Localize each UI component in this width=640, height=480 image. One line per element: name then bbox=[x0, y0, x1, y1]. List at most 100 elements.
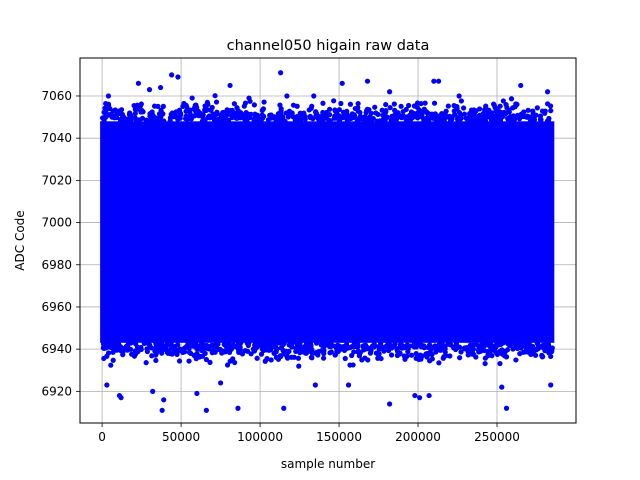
data-point bbox=[535, 345, 542, 352]
data-point bbox=[178, 112, 184, 118]
data-point bbox=[332, 352, 339, 358]
data-point bbox=[192, 108, 199, 114]
data-point bbox=[380, 116, 387, 122]
data-point bbox=[224, 341, 230, 348]
data-point bbox=[189, 95, 195, 101]
data-point bbox=[183, 108, 189, 114]
data-point bbox=[394, 352, 401, 359]
data-point bbox=[406, 102, 412, 109]
data-point bbox=[106, 102, 112, 109]
data-point bbox=[516, 116, 523, 122]
data-point bbox=[365, 357, 371, 363]
data-point bbox=[351, 112, 357, 118]
data-point bbox=[513, 344, 520, 350]
x-tick-label: 50000 bbox=[162, 430, 200, 444]
data-point bbox=[296, 363, 302, 369]
data-point bbox=[287, 341, 294, 347]
data-point bbox=[342, 355, 348, 362]
data-point bbox=[321, 348, 327, 354]
data-point bbox=[542, 342, 548, 348]
data-point bbox=[490, 113, 497, 119]
data-point bbox=[214, 109, 220, 115]
data-point bbox=[482, 355, 488, 361]
data-point bbox=[405, 349, 411, 355]
data-point bbox=[414, 100, 421, 106]
data-point bbox=[259, 107, 265, 114]
data-point bbox=[158, 117, 164, 124]
data-point bbox=[419, 114, 425, 120]
data-point bbox=[374, 118, 380, 124]
data-point bbox=[217, 380, 224, 386]
y-tick-label: 7000 bbox=[41, 216, 72, 230]
data-point bbox=[297, 341, 303, 347]
data-point bbox=[387, 89, 393, 95]
data-point bbox=[501, 348, 507, 354]
data-layer bbox=[99, 70, 555, 413]
data-point bbox=[149, 353, 155, 359]
data-point bbox=[508, 342, 514, 348]
data-point bbox=[321, 355, 327, 361]
data-point bbox=[168, 340, 174, 347]
data-point bbox=[363, 110, 369, 116]
y-tick-label: 6940 bbox=[41, 342, 72, 356]
data-point bbox=[497, 348, 503, 354]
data-point bbox=[203, 356, 209, 363]
data-point bbox=[445, 341, 451, 347]
y-tick-label: 6920 bbox=[41, 384, 72, 398]
data-point bbox=[171, 349, 177, 355]
data-point bbox=[328, 349, 334, 355]
data-point bbox=[437, 113, 443, 119]
data-point bbox=[352, 105, 358, 112]
data-point bbox=[138, 344, 144, 351]
data-point bbox=[332, 108, 338, 114]
data-point bbox=[508, 117, 514, 123]
data-point bbox=[227, 107, 234, 114]
data-point bbox=[426, 112, 432, 118]
data-point bbox=[167, 115, 174, 121]
data-point bbox=[461, 105, 467, 111]
data-point bbox=[463, 115, 469, 121]
data-point bbox=[458, 115, 464, 121]
data-point bbox=[441, 343, 447, 349]
data-point bbox=[139, 115, 146, 121]
data-point bbox=[306, 107, 312, 113]
data-point bbox=[500, 98, 506, 104]
data-point bbox=[309, 103, 315, 109]
data-point bbox=[260, 347, 267, 354]
data-point bbox=[398, 341, 404, 347]
data-point bbox=[154, 117, 161, 123]
data-point bbox=[376, 346, 382, 352]
data-point bbox=[273, 115, 279, 122]
data-point bbox=[241, 103, 247, 109]
data-point bbox=[442, 349, 448, 355]
data-point bbox=[419, 343, 425, 349]
data-point bbox=[378, 355, 384, 362]
data-point bbox=[246, 340, 252, 346]
data-point bbox=[281, 340, 287, 346]
data-point bbox=[458, 98, 464, 104]
data-point bbox=[383, 107, 389, 114]
x-tick-label: 0 bbox=[98, 430, 106, 444]
data-point bbox=[291, 354, 297, 360]
data-point bbox=[539, 108, 546, 114]
data-point bbox=[303, 350, 309, 356]
data-point bbox=[248, 111, 254, 117]
data-point bbox=[458, 349, 464, 355]
data-point bbox=[476, 106, 483, 112]
data-point bbox=[445, 103, 451, 109]
data-point bbox=[331, 98, 337, 104]
data-point bbox=[208, 107, 214, 113]
data-point bbox=[295, 355, 302, 361]
data-point bbox=[104, 382, 110, 388]
data-point bbox=[133, 107, 139, 113]
data-point bbox=[265, 117, 272, 123]
data-point bbox=[320, 100, 326, 106]
data-point bbox=[381, 348, 387, 354]
data-point bbox=[206, 344, 213, 350]
data-point bbox=[398, 115, 405, 121]
data-point bbox=[323, 342, 329, 348]
data-point bbox=[215, 341, 221, 347]
data-point bbox=[205, 114, 211, 121]
data-point bbox=[293, 348, 299, 354]
data-point bbox=[233, 344, 239, 350]
